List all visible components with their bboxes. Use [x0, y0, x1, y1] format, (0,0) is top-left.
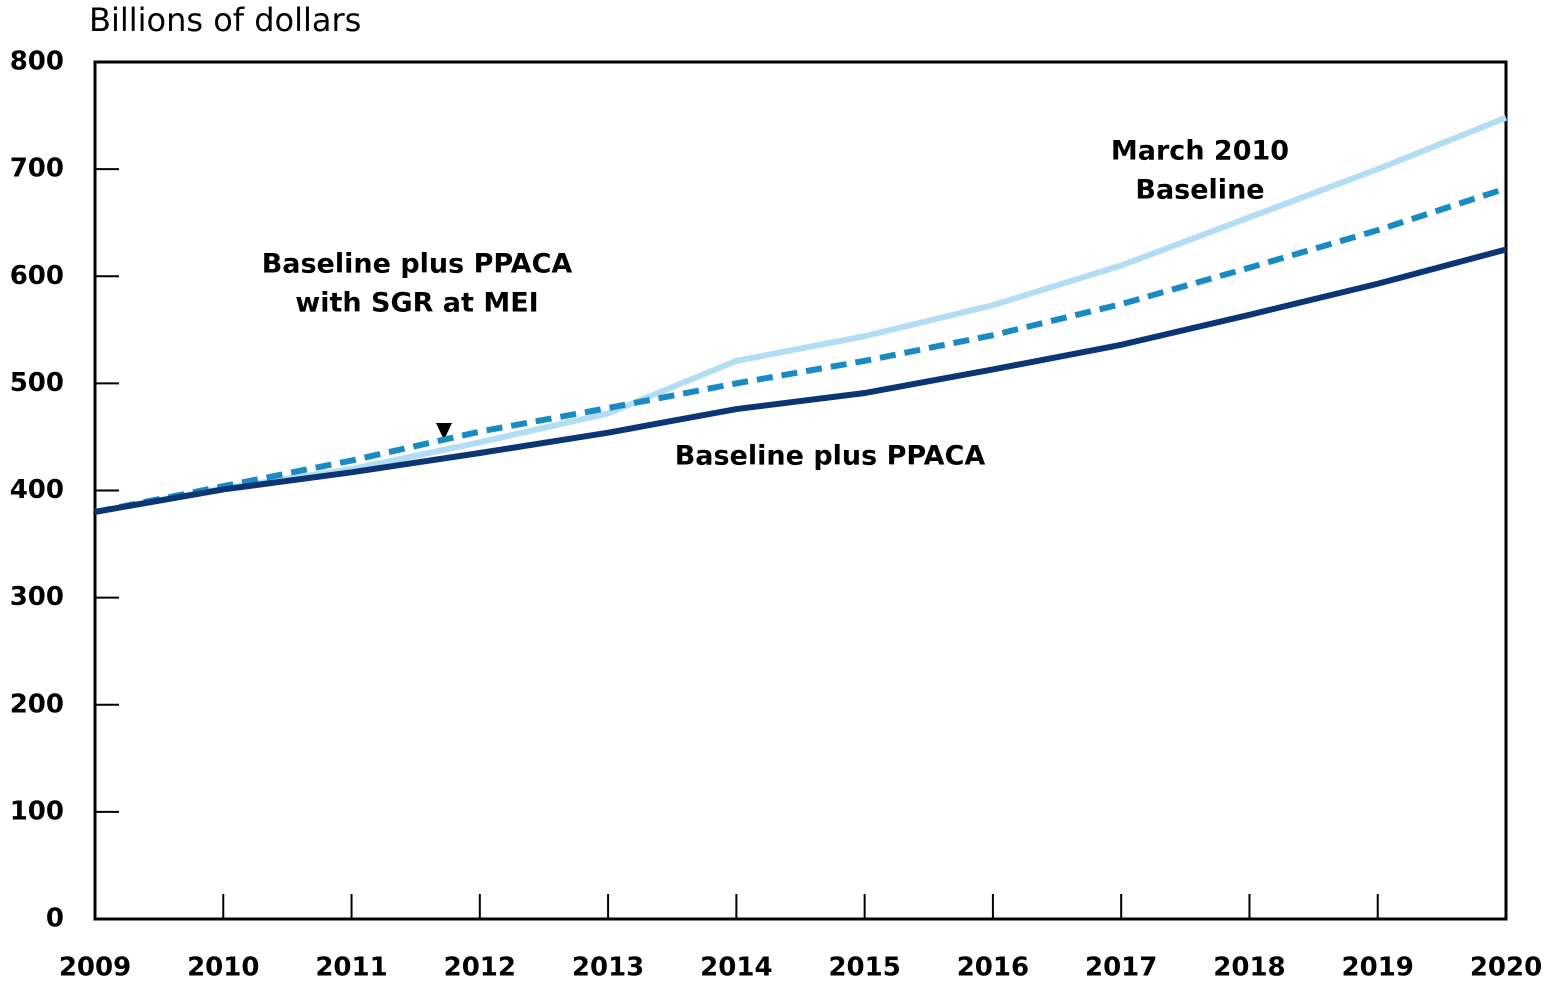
annotation: Baseline plus PPACA [675, 441, 986, 472]
x-tick-label: 2010 [187, 953, 259, 983]
y-tick-label: 0 [46, 904, 64, 934]
y-tick-label: 100 [10, 796, 64, 826]
annotation: Baseline plus PPACA [262, 249, 573, 280]
x-tick-label: 2015 [828, 953, 900, 983]
y-tick-label: 400 [10, 475, 64, 505]
annotation-arrow [436, 423, 452, 440]
annotation: March 2010 [1111, 136, 1289, 167]
annotation: Baseline [1135, 175, 1264, 206]
y-tick-label: 600 [10, 261, 64, 291]
y-tick-label: 200 [10, 689, 64, 719]
y-tick-label: 700 [10, 154, 64, 184]
y-tick-label: 800 [10, 47, 64, 77]
x-tick-label: 2017 [1085, 953, 1157, 983]
series-line [94, 185, 1507, 515]
y-tick-label: 300 [10, 582, 64, 612]
annotation: with SGR at MEI [295, 288, 538, 319]
x-tick-label: 2020 [1470, 953, 1542, 983]
y-tick-label: 500 [10, 368, 64, 398]
x-tick-label: 2012 [444, 953, 516, 983]
plot-frame [93, 60, 1508, 921]
x-tick-label: 2011 [315, 953, 387, 983]
x-tick-label: 2013 [572, 953, 644, 983]
x-tick-label: 2014 [700, 953, 772, 983]
y-axis-label: Billions of dollars [89, 1, 361, 39]
series-line [94, 246, 1507, 515]
x-tick-label: 2018 [1213, 953, 1285, 983]
x-tick-label: 2009 [59, 953, 131, 983]
x-tick-label: 2016 [957, 953, 1029, 983]
x-tick-label: 2019 [1342, 953, 1414, 983]
